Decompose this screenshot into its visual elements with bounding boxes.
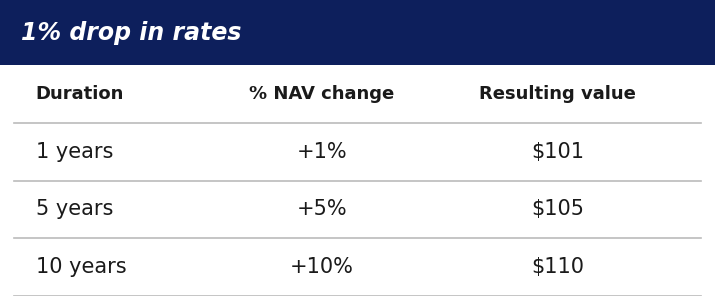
Bar	[0, 0, 715, 65]
Text: 5 years: 5 years	[36, 200, 113, 219]
Text: 10 years: 10 years	[36, 257, 127, 277]
Text: % NAV change: % NAV change	[249, 85, 395, 103]
Text: $105: $105	[531, 200, 584, 219]
Text: 1% drop in rates: 1% drop in rates	[21, 20, 242, 45]
Text: Duration: Duration	[36, 85, 124, 103]
Text: +1%: +1%	[297, 142, 347, 162]
Text: +10%: +10%	[290, 257, 354, 277]
Text: 1 years: 1 years	[36, 142, 113, 162]
Text: $110: $110	[531, 257, 584, 277]
Text: Resulting value: Resulting value	[479, 85, 636, 103]
Text: $101: $101	[531, 142, 584, 162]
Text: +5%: +5%	[297, 200, 347, 219]
